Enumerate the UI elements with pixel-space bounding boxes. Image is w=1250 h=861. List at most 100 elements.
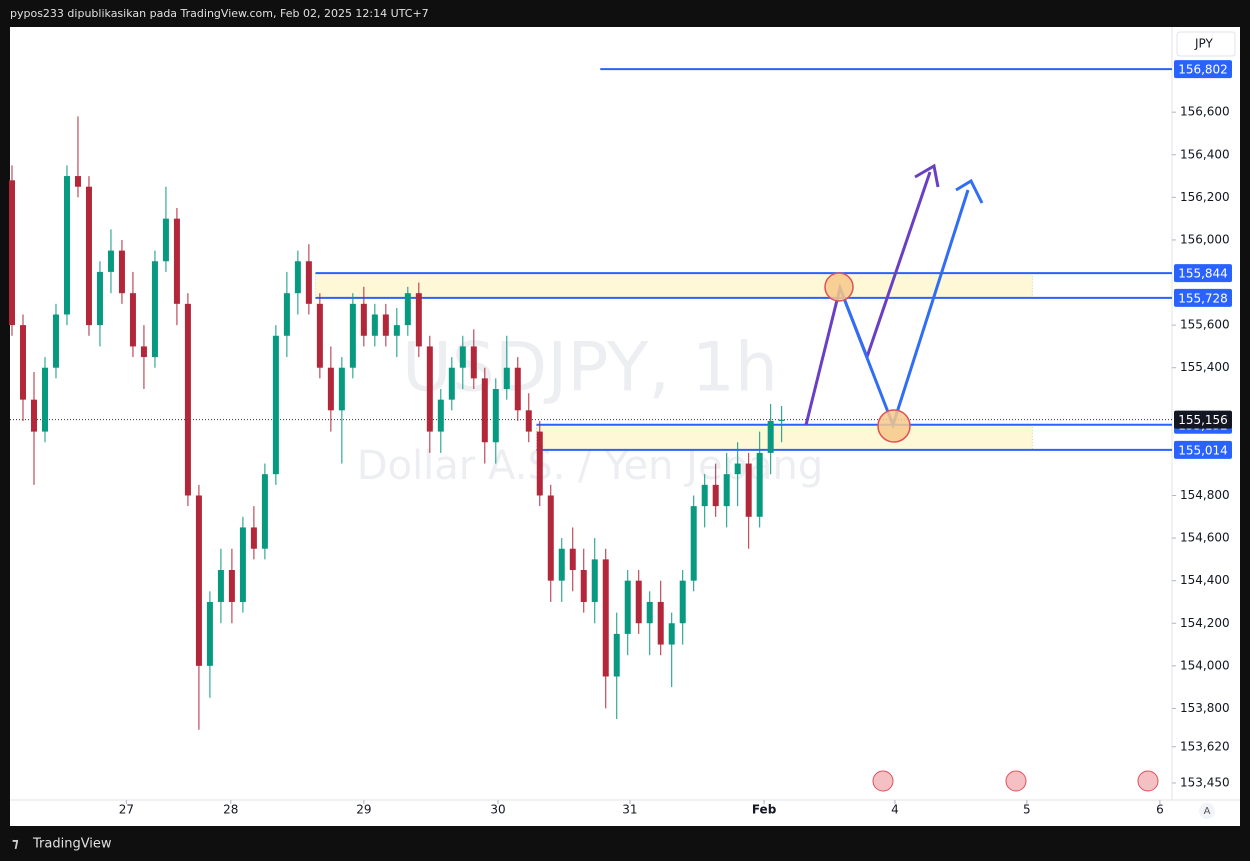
highlight-circle <box>877 409 911 443</box>
price-tag <box>1174 410 1232 429</box>
x-tick-label: 6 <box>1156 803 1164 817</box>
y-tick-label: 156,400 <box>1180 147 1230 161</box>
candle-body <box>151 261 158 358</box>
candle-body <box>679 580 686 624</box>
candle-body <box>745 463 752 517</box>
currency: JPY <box>1194 37 1214 51</box>
y-tick-label: 156,000 <box>1180 232 1230 246</box>
candle-body <box>371 314 378 336</box>
scale-mode: A <box>1204 806 1211 817</box>
candle-body <box>635 580 642 624</box>
y-tick-label: 153,620 <box>1180 739 1230 753</box>
candle-body <box>624 580 631 634</box>
zone <box>535 424 1033 451</box>
candle-body <box>206 601 213 666</box>
header: pypos233 dipublikasikan pada TradingView… <box>10 7 429 20</box>
x-tick-label: 28 <box>223 803 238 817</box>
candle-body <box>85 186 92 326</box>
candle-body <box>767 420 774 453</box>
candle-body <box>448 367 455 400</box>
candle-body <box>591 559 598 602</box>
candle-body <box>393 325 400 336</box>
candle-body <box>283 293 290 336</box>
candle-body <box>503 367 510 390</box>
candle-body <box>74 176 81 187</box>
candle-body <box>459 346 466 368</box>
candle-body <box>415 293 422 347</box>
candle-body <box>129 293 136 347</box>
y-tick-label: 153,450 <box>1180 775 1230 789</box>
candle-body <box>184 303 191 496</box>
y-tick-label: 154,600 <box>1180 531 1230 545</box>
drawings <box>804 163 984 443</box>
candle-body <box>404 293 411 326</box>
price-tag <box>1174 288 1232 307</box>
x-tick-label: 31 <box>622 803 637 817</box>
candle-body <box>536 431 543 496</box>
candle-body <box>426 346 433 432</box>
candle-body <box>261 474 268 549</box>
y-tick-label: 155,400 <box>1180 360 1230 374</box>
candle-body <box>778 419 785 421</box>
candle-body <box>712 484 719 507</box>
candle-body <box>272 335 279 475</box>
x-tick-label: 30 <box>490 803 505 817</box>
candle-body <box>547 495 554 581</box>
scale-button[interactable] <box>1199 803 1215 819</box>
event-icon <box>872 770 894 792</box>
candle-body <box>195 495 202 666</box>
x-tick-label: 29 <box>356 803 371 817</box>
candle-body <box>217 570 224 602</box>
candle-body <box>107 250 114 272</box>
price-tag <box>1174 440 1232 459</box>
candle-body <box>668 623 675 645</box>
candle-body <box>514 367 521 411</box>
candle-body <box>52 314 59 368</box>
price-tag-label: 156,802 <box>1178 63 1228 77</box>
candle-body <box>30 399 37 432</box>
event-icon <box>1137 770 1159 792</box>
price-tag-label: 155,014 <box>1178 443 1228 457</box>
candle-body <box>118 250 125 294</box>
y-tick-label: 156,200 <box>1180 190 1230 204</box>
candle-body <box>294 261 301 294</box>
footer: TradingView <box>32 837 112 852</box>
candle-body <box>338 367 345 411</box>
candle-body <box>63 176 70 315</box>
candle-body <box>327 367 334 411</box>
watermark-title: USDJPY, 1h <box>402 329 778 408</box>
candle-body <box>701 484 708 507</box>
y-tick-label: 154,400 <box>1180 573 1230 587</box>
candle-body <box>173 218 180 304</box>
price-tag <box>1174 264 1232 283</box>
candle-body <box>481 378 488 443</box>
x-tick-label: 5 <box>1023 803 1031 817</box>
candle-body <box>492 389 499 443</box>
y-tick-label: 155,600 <box>1180 318 1230 332</box>
candle-body <box>239 527 246 602</box>
price-tag <box>1174 60 1232 79</box>
candle-body <box>250 527 257 549</box>
candle-body <box>316 303 323 368</box>
series-layer: 153,450 153,620 153,800 154,000 154,200 154,4… <box>9 60 1232 817</box>
y-tick-label: 153,800 <box>1180 701 1230 715</box>
candle-body <box>580 570 587 602</box>
candle-body <box>41 367 48 432</box>
currency-box[interactable] <box>1176 31 1236 57</box>
candle-body <box>382 314 389 336</box>
candle-body <box>305 261 312 304</box>
candle-body <box>437 399 444 432</box>
y-tick-label: 154,800 <box>1180 488 1230 502</box>
x-tick-label: Feb <box>752 803 777 817</box>
candle-body <box>525 410 532 432</box>
candle-body <box>228 570 235 602</box>
candle-body <box>646 601 653 624</box>
candle-body <box>613 633 620 677</box>
candle-body <box>756 452 763 517</box>
candle-body <box>657 601 664 645</box>
y-tick-label: 156,600 <box>1180 105 1230 119</box>
price-tag-label: 155,728 <box>1178 291 1228 305</box>
candle-body <box>569 548 576 571</box>
